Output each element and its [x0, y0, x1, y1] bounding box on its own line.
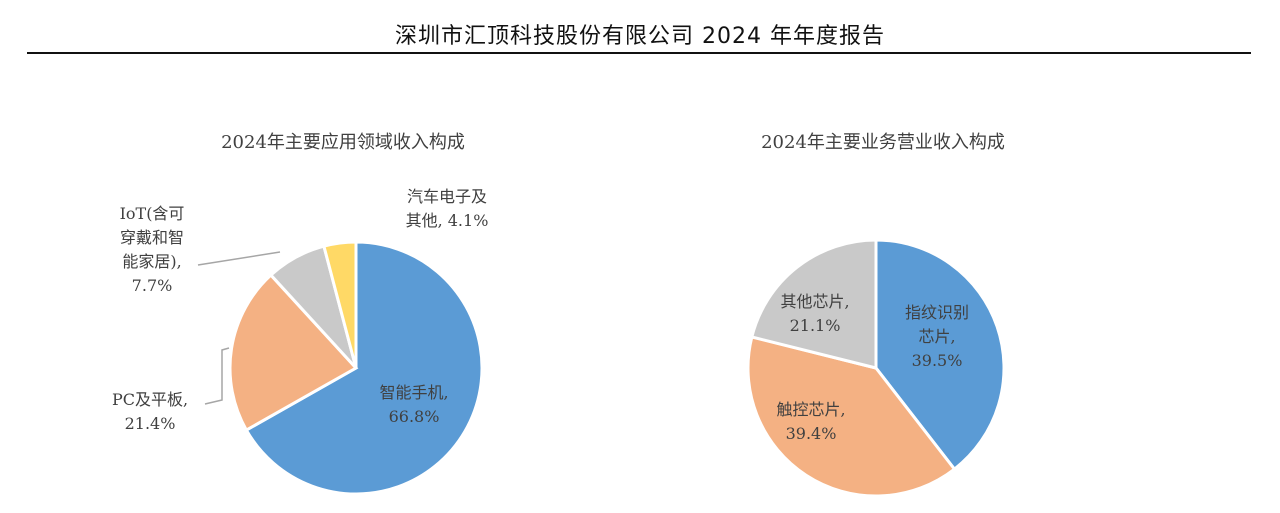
pie-slice [322, 240, 358, 369]
slice-label-line: 其他, 4.1% [406, 211, 489, 230]
chart-title: 2024年主要业务营业收入构成 [761, 132, 1005, 153]
slice-label: 其他芯片, 21.1% [780, 292, 849, 335]
leader-line [204, 347, 230, 405]
slice-label-line: 智能手机, [379, 383, 448, 402]
slice-label-line: 指纹识别 [905, 303, 969, 322]
report-title: 深圳市汇顶科技股份有限公司 2024 年年度报告 [395, 24, 885, 49]
chart-title: 2024年主要应用领域收入构成 [221, 132, 465, 153]
slice-label-line: 39.5% [912, 351, 963, 370]
report-header: 深圳市汇顶科技股份有限公司 2024 年年度报告 [0, 0, 1280, 56]
pie-slice [746, 335, 957, 498]
slice-label-line: 39.4% [786, 424, 837, 443]
slice-label-line: 穿戴和智 [120, 228, 184, 247]
slice-label-line: 66.8% [389, 407, 440, 426]
pie-slice [244, 240, 484, 496]
slice-label-line: 汽车电子及 [407, 187, 487, 206]
slice-label-line: 21.1% [790, 316, 841, 335]
slice-label-line: 21.4% [125, 414, 176, 433]
slice-label: 汽车电子及其他, 4.1% [406, 187, 489, 230]
slice-label: PC及平板, 21.4% [112, 390, 188, 433]
slice-label-line: 触控芯片, [776, 400, 845, 419]
leader-line [197, 251, 281, 266]
business-revenue-pie-chart: 2024年主要业务营业收入构成 指纹识别芯片, 39.5% 触控芯片, 39.4% 其他… [746, 132, 1006, 498]
pie-slice [874, 238, 1006, 472]
slice-label: 智能手机, 66.8% [379, 383, 448, 426]
slice-label-line: 其他芯片, [780, 292, 849, 311]
pie-slice [228, 272, 359, 433]
slice-label: 触控芯片, 39.4% [776, 400, 845, 443]
slice-label: IoT(含可穿戴和智能家居), 7.7% [120, 204, 185, 295]
slice-label: 指纹识别芯片, 39.5% [905, 303, 969, 370]
slice-label-line: 芯片, [918, 327, 955, 346]
slice-label-line: 能家居), [122, 252, 181, 271]
slice-label-line: 7.7% [132, 276, 173, 295]
application-revenue-pie-chart: 2024年主要应用领域收入构成 智能手机, 66.8% PC及平板, 21.4% IoT… [112, 132, 489, 496]
slice-label-line: IoT(含可 [120, 204, 185, 223]
slice-label-line: PC及平板, [112, 390, 188, 409]
header-rule [27, 52, 1251, 54]
pie-slice [749, 238, 878, 370]
